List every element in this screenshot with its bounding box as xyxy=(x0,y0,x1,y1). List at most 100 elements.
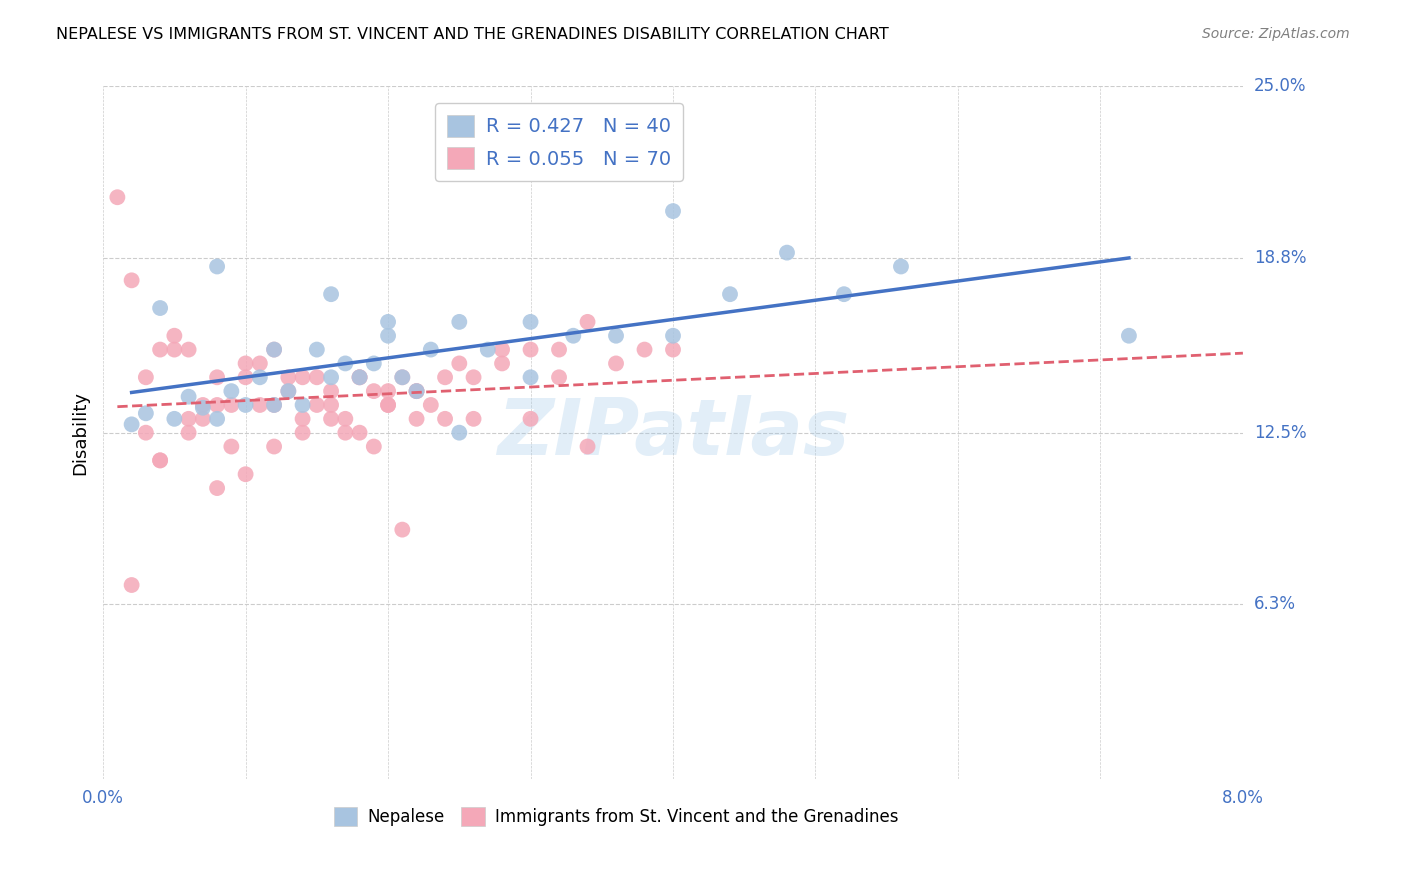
Point xyxy=(519,343,541,357)
Point xyxy=(277,370,299,384)
Point xyxy=(662,204,685,219)
Point xyxy=(377,328,399,343)
Point xyxy=(177,412,200,426)
Point xyxy=(405,384,427,398)
Point xyxy=(548,343,571,357)
Point xyxy=(319,398,342,412)
Point xyxy=(319,287,342,301)
Point xyxy=(405,412,427,426)
Point xyxy=(718,287,741,301)
Point xyxy=(205,370,228,384)
Point xyxy=(776,245,799,260)
Point xyxy=(335,356,357,370)
Point xyxy=(434,412,457,426)
Point xyxy=(419,398,441,412)
Point xyxy=(519,315,541,329)
Text: 12.5%: 12.5% xyxy=(1254,424,1306,442)
Point xyxy=(177,343,200,357)
Text: 6.3%: 6.3% xyxy=(1254,596,1296,614)
Point xyxy=(305,370,328,384)
Point xyxy=(463,412,485,426)
Point xyxy=(319,412,342,426)
Text: ZIPatlas: ZIPatlas xyxy=(496,394,849,471)
Point xyxy=(191,412,214,426)
Point xyxy=(221,440,243,454)
Point xyxy=(249,356,271,370)
Point xyxy=(277,384,299,398)
Point xyxy=(449,356,471,370)
Point xyxy=(349,370,371,384)
Point xyxy=(263,343,285,357)
Point xyxy=(477,343,499,357)
Point xyxy=(377,398,399,412)
Point xyxy=(349,370,371,384)
Point xyxy=(562,328,585,343)
Point xyxy=(377,398,399,412)
Point xyxy=(149,453,172,467)
Point xyxy=(363,356,385,370)
Point xyxy=(519,370,541,384)
Point xyxy=(163,343,186,357)
Point xyxy=(319,370,342,384)
Point xyxy=(605,356,627,370)
Y-axis label: Disability: Disability xyxy=(72,391,89,475)
Point xyxy=(249,370,271,384)
Point xyxy=(491,356,513,370)
Point xyxy=(633,343,655,357)
Point xyxy=(1118,328,1140,343)
Point xyxy=(305,398,328,412)
Point xyxy=(519,412,541,426)
Point xyxy=(491,343,513,357)
Point xyxy=(205,260,228,274)
Point xyxy=(335,412,357,426)
Point xyxy=(135,425,157,440)
Point xyxy=(205,398,228,412)
Point xyxy=(377,315,399,329)
Point xyxy=(363,440,385,454)
Text: NEPALESE VS IMMIGRANTS FROM ST. VINCENT AND THE GRENADINES DISABILITY CORRELATIO: NEPALESE VS IMMIGRANTS FROM ST. VINCENT … xyxy=(56,27,889,42)
Point xyxy=(235,356,257,370)
Point xyxy=(405,384,427,398)
Point xyxy=(149,343,172,357)
Point xyxy=(263,343,285,357)
Point xyxy=(177,425,200,440)
Point xyxy=(263,398,285,412)
Point xyxy=(305,343,328,357)
Point xyxy=(121,273,143,287)
Point xyxy=(890,260,912,274)
Point xyxy=(832,287,855,301)
Point xyxy=(377,384,399,398)
Text: Source: ZipAtlas.com: Source: ZipAtlas.com xyxy=(1202,27,1350,41)
Point xyxy=(149,453,172,467)
Point xyxy=(363,384,385,398)
Point xyxy=(548,370,571,384)
Point xyxy=(391,523,413,537)
Point xyxy=(205,412,228,426)
Point xyxy=(235,467,257,482)
Point xyxy=(291,425,314,440)
Point xyxy=(163,412,186,426)
Point xyxy=(662,328,685,343)
Point xyxy=(191,398,214,412)
Point xyxy=(319,384,342,398)
Point xyxy=(391,370,413,384)
Text: 25.0%: 25.0% xyxy=(1254,78,1306,95)
Point xyxy=(249,398,271,412)
Point xyxy=(662,343,685,357)
Point xyxy=(391,370,413,384)
Point xyxy=(291,398,314,412)
Point xyxy=(105,190,128,204)
Point xyxy=(221,384,243,398)
Point xyxy=(463,370,485,384)
Point xyxy=(277,384,299,398)
Point xyxy=(149,301,172,315)
Point xyxy=(434,370,457,384)
Point xyxy=(263,398,285,412)
Point xyxy=(191,401,214,415)
Point xyxy=(291,412,314,426)
Text: 18.8%: 18.8% xyxy=(1254,249,1306,268)
Point xyxy=(177,390,200,404)
Point xyxy=(135,406,157,420)
Point xyxy=(135,370,157,384)
Legend: Nepalese, Immigrants from St. Vincent and the Grenadines: Nepalese, Immigrants from St. Vincent an… xyxy=(328,800,904,833)
